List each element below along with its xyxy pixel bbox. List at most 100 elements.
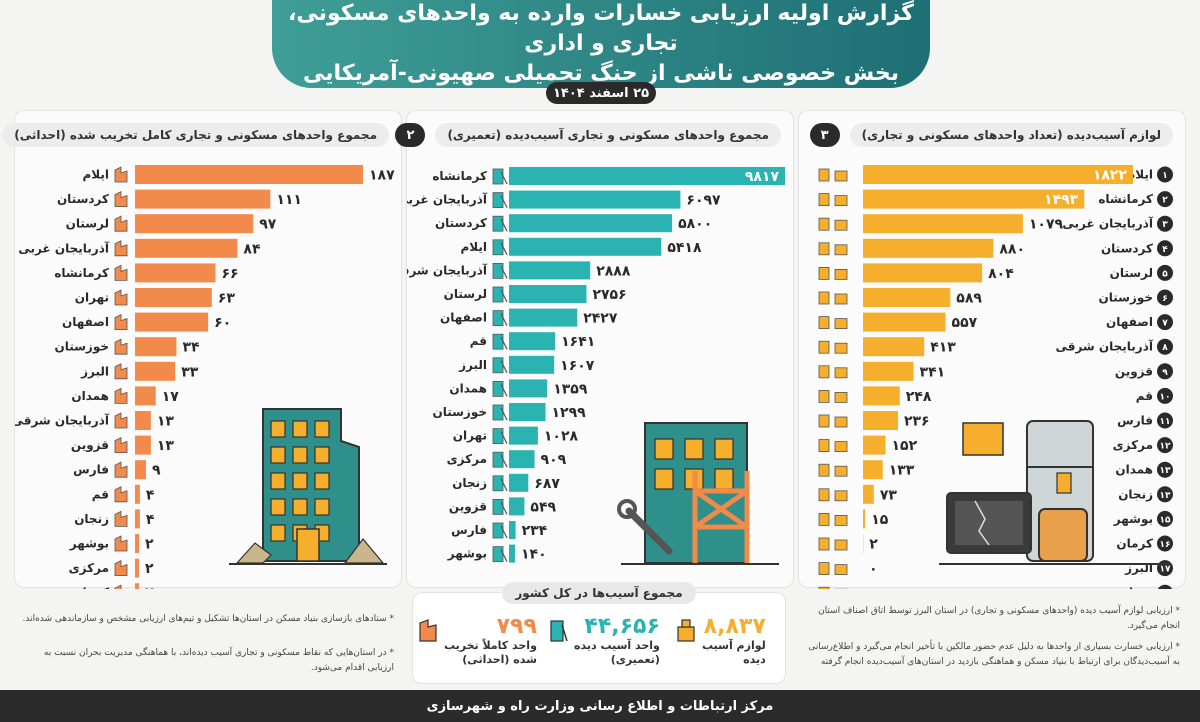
ruined-building-icon xyxy=(114,338,128,355)
value-label: ۱۴۰ xyxy=(521,547,547,563)
bar xyxy=(135,165,363,184)
value-label: ۶۰۹۷ xyxy=(686,193,721,209)
ruined-building-icon xyxy=(114,313,128,330)
summary-label: دیده xyxy=(743,653,766,666)
value-label: ۰ xyxy=(869,586,878,589)
summary-label: شده (احداثی) xyxy=(462,653,537,666)
category-label: کرمانشاه xyxy=(54,266,109,280)
summary-label: لوازم آسیب xyxy=(702,639,766,652)
bar xyxy=(863,484,874,504)
appliance-icon xyxy=(818,365,848,379)
rank-label: ۲ xyxy=(1162,196,1168,206)
category-label: کرمان xyxy=(1116,537,1153,551)
appliance-icon xyxy=(677,619,695,642)
appliance-icon xyxy=(818,439,848,453)
value-label: ۶۳ xyxy=(218,291,236,307)
value-label: ۱۶۰۷ xyxy=(560,358,595,374)
category-label: لرستان xyxy=(66,217,109,231)
category-label: خوزستان xyxy=(54,340,109,355)
value-label: ۲۸۸۸ xyxy=(596,263,631,279)
panel-title: مجموع واحدهای مسکونی و تجاری کامل تخریب … xyxy=(2,123,389,147)
repair-building-icon xyxy=(492,404,508,421)
category-label: آذربایجان غربی xyxy=(1062,216,1153,231)
value-label: ۸۰۴ xyxy=(988,266,1014,282)
category-label: تهران xyxy=(453,429,487,443)
appliance-icon xyxy=(818,291,848,305)
summary-label: واحد آسیب دیده xyxy=(574,639,660,652)
category-label: کردستان xyxy=(435,216,487,230)
rank-label: ۴ xyxy=(1162,245,1168,255)
value-label: ۵۸۰۰ xyxy=(678,216,712,232)
value-label: ۱۰۷۹ xyxy=(1029,217,1064,233)
appliance-icon xyxy=(818,488,848,502)
repair-building-icon xyxy=(492,168,508,185)
summary-title: مجموع آسیب‌ها در کل کشور xyxy=(502,582,696,604)
ruined-building-icon xyxy=(114,559,128,576)
rank-label: ۱۵ xyxy=(1160,515,1171,525)
value-label: ۱۳ xyxy=(157,438,175,454)
bar xyxy=(509,285,587,303)
repair-building-icon xyxy=(492,522,508,539)
category-label: مرکزی xyxy=(447,452,487,466)
category-label: زنجان xyxy=(74,512,109,526)
value-label: ۱۶۴۱ xyxy=(561,334,595,350)
rank-badge xyxy=(1157,510,1173,527)
rank-label: ۶ xyxy=(1162,294,1168,304)
panel-header: ۲ مجموع واحدهای مسکونی و تجاری آسیب‌دیده… xyxy=(395,123,781,147)
value-label: ۴۱۳ xyxy=(930,340,956,356)
panel-header: ۳ لوازم آسیب‌دیده (تعداد واحدهای مسکونی … xyxy=(809,123,1173,147)
bar xyxy=(135,460,146,480)
category-label: تهران xyxy=(1119,586,1153,589)
summary-destroyed: ۷۹۹ واحد کاملاً تخریب شده (احداثی) xyxy=(418,615,540,667)
value-label: ۲۴۲۷ xyxy=(583,311,618,327)
damaged-bar-chart: کرمانشاه ۹۸۱۷ آذربایجان غربی ۶۰۹۷ کردستان ۵۸۰… xyxy=(407,167,785,565)
bar xyxy=(863,288,951,307)
value-label: ۰ xyxy=(869,561,878,577)
note-left-1: * ستادهای بازسازی بنیاد مسکن در استان‌ها… xyxy=(22,614,394,624)
ruined-building-icon xyxy=(114,264,128,281)
repair-building-icon xyxy=(492,380,508,397)
bar xyxy=(509,261,591,280)
category-label: ایلام xyxy=(460,240,487,255)
rank-badge xyxy=(1157,486,1173,503)
bar xyxy=(135,312,209,332)
summary-label: واحد کاملاً تخریب xyxy=(444,639,537,652)
appliance-icon xyxy=(818,316,848,330)
panel-header: ۱ مجموع واحدهای مسکونی و تجاری کامل تخری… xyxy=(0,123,389,147)
category-label: زنجان xyxy=(452,476,487,490)
repair-building-icon xyxy=(492,192,508,208)
bar xyxy=(135,411,151,430)
bar xyxy=(509,521,516,539)
bar xyxy=(135,238,238,258)
bar xyxy=(509,332,556,351)
bar xyxy=(135,263,216,283)
category-label: اصفهان xyxy=(1106,315,1153,329)
bar xyxy=(135,484,140,504)
bar xyxy=(863,263,983,283)
value-label: ۳۴۱ xyxy=(920,364,946,380)
bar xyxy=(509,190,681,209)
value-label: ۸۸۰ xyxy=(999,241,1025,257)
category-label: ایلام xyxy=(1126,168,1153,183)
title-line-2: بخش خصوصی ناشی از جنگ تحمیلی صهیونی-آمری… xyxy=(303,61,899,86)
category-label: فارس xyxy=(73,463,109,477)
summary-label: (تعمیری) xyxy=(610,653,660,666)
value-label: ۵۵۷ xyxy=(952,315,978,331)
category-label: قم xyxy=(92,487,109,501)
ruined-building-icon xyxy=(419,619,437,642)
category-label: لرستان xyxy=(444,287,487,301)
rank-badge xyxy=(1157,215,1173,232)
rank-label: ۱۳ xyxy=(1160,466,1171,476)
value-label: ۲ xyxy=(869,537,878,553)
bar xyxy=(863,312,946,332)
value-label: ۵۸۹ xyxy=(956,291,982,307)
category-label: آذربایجان شرقی xyxy=(15,413,110,428)
category-label: آذربایجان شرقی xyxy=(407,262,488,277)
repair-building-icon xyxy=(492,357,508,374)
bar xyxy=(509,237,662,256)
bar xyxy=(135,583,139,589)
appliance-icon xyxy=(818,463,848,477)
category-label: بوشهر xyxy=(447,547,487,562)
appliance-icon xyxy=(818,586,848,589)
value-label: ۳۴ xyxy=(182,340,200,356)
